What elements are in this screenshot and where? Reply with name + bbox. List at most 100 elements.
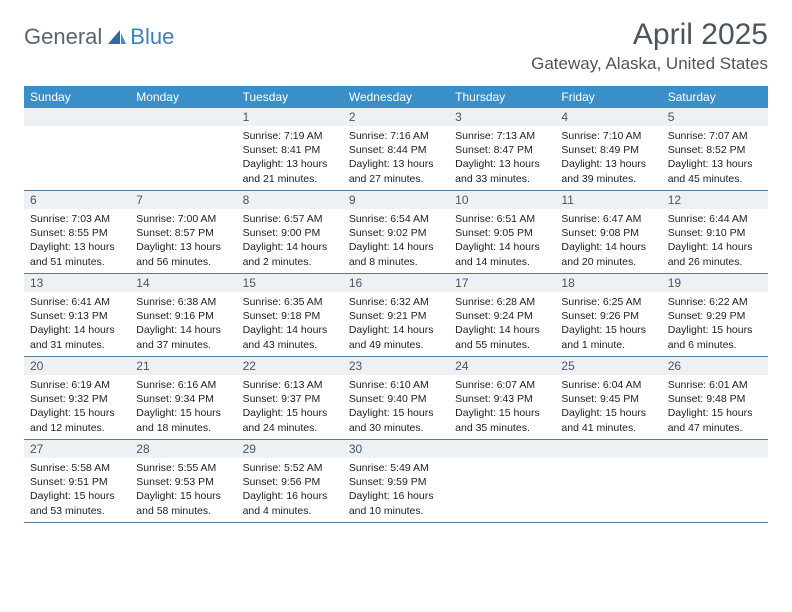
daylight-text: Daylight: 16 hours and 10 minutes. xyxy=(349,489,443,517)
month-title: April 2025 xyxy=(531,18,768,52)
day-body: Sunrise: 7:19 AMSunset: 8:41 PMDaylight:… xyxy=(237,126,343,190)
sunset-text: Sunset: 9:24 PM xyxy=(455,309,549,323)
sunset-text: Sunset: 8:52 PM xyxy=(668,143,762,157)
sunrise-text: Sunrise: 6:41 AM xyxy=(30,295,124,309)
sunset-text: Sunset: 9:29 PM xyxy=(668,309,762,323)
day-body: Sunrise: 6:57 AMSunset: 9:00 PMDaylight:… xyxy=(237,209,343,273)
day-body: Sunrise: 7:07 AMSunset: 8:52 PMDaylight:… xyxy=(662,126,768,190)
sunrise-text: Sunrise: 6:13 AM xyxy=(243,378,337,392)
sunrise-text: Sunrise: 6:22 AM xyxy=(668,295,762,309)
day-body: Sunrise: 7:00 AMSunset: 8:57 PMDaylight:… xyxy=(130,209,236,273)
logo-text-2: Blue xyxy=(130,24,174,50)
day-body: Sunrise: 6:13 AMSunset: 9:37 PMDaylight:… xyxy=(237,375,343,439)
day-header-row: SundayMondayTuesdayWednesdayThursdayFrid… xyxy=(24,86,768,108)
sunset-text: Sunset: 9:40 PM xyxy=(349,392,443,406)
daylight-text: Daylight: 16 hours and 4 minutes. xyxy=(243,489,337,517)
day-body: Sunrise: 5:58 AMSunset: 9:51 PMDaylight:… xyxy=(24,458,130,522)
sunrise-text: Sunrise: 6:07 AM xyxy=(455,378,549,392)
daylight-text: Daylight: 14 hours and 37 minutes. xyxy=(136,323,230,351)
daylight-text: Daylight: 13 hours and 27 minutes. xyxy=(349,157,443,185)
sunrise-text: Sunrise: 7:13 AM xyxy=(455,129,549,143)
day-cell-4: 4Sunrise: 7:10 AMSunset: 8:49 PMDaylight… xyxy=(555,108,661,190)
day-cell-13: 13Sunrise: 6:41 AMSunset: 9:13 PMDayligh… xyxy=(24,274,130,356)
day-number: 27 xyxy=(24,440,130,458)
sunset-text: Sunset: 9:02 PM xyxy=(349,226,443,240)
sunset-text: Sunset: 8:55 PM xyxy=(30,226,124,240)
day-cell-27: 27Sunrise: 5:58 AMSunset: 9:51 PMDayligh… xyxy=(24,440,130,522)
day-number: 11 xyxy=(555,191,661,209)
day-header-monday: Monday xyxy=(130,86,236,108)
day-cell-3: 3Sunrise: 7:13 AMSunset: 8:47 PMDaylight… xyxy=(449,108,555,190)
day-body: Sunrise: 6:35 AMSunset: 9:18 PMDaylight:… xyxy=(237,292,343,356)
day-cell-28: 28Sunrise: 5:55 AMSunset: 9:53 PMDayligh… xyxy=(130,440,236,522)
day-cell-1: 1Sunrise: 7:19 AMSunset: 8:41 PMDaylight… xyxy=(237,108,343,190)
sunrise-text: Sunrise: 6:28 AM xyxy=(455,295,549,309)
sunrise-text: Sunrise: 7:16 AM xyxy=(349,129,443,143)
daylight-text: Daylight: 14 hours and 20 minutes. xyxy=(561,240,655,268)
sunrise-text: Sunrise: 6:35 AM xyxy=(243,295,337,309)
sunset-text: Sunset: 9:56 PM xyxy=(243,475,337,489)
day-cell-17: 17Sunrise: 6:28 AMSunset: 9:24 PMDayligh… xyxy=(449,274,555,356)
day-number: 9 xyxy=(343,191,449,209)
day-number: 22 xyxy=(237,357,343,375)
day-cell-22: 22Sunrise: 6:13 AMSunset: 9:37 PMDayligh… xyxy=(237,357,343,439)
day-body: Sunrise: 5:49 AMSunset: 9:59 PMDaylight:… xyxy=(343,458,449,522)
sunrise-text: Sunrise: 6:16 AM xyxy=(136,378,230,392)
day-cell-empty xyxy=(130,108,236,190)
day-cell-23: 23Sunrise: 6:10 AMSunset: 9:40 PMDayligh… xyxy=(343,357,449,439)
day-body: Sunrise: 6:54 AMSunset: 9:02 PMDaylight:… xyxy=(343,209,449,273)
day-number: 20 xyxy=(24,357,130,375)
daylight-text: Daylight: 15 hours and 41 minutes. xyxy=(561,406,655,434)
day-number: 18 xyxy=(555,274,661,292)
day-cell-24: 24Sunrise: 6:07 AMSunset: 9:43 PMDayligh… xyxy=(449,357,555,439)
day-header-wednesday: Wednesday xyxy=(343,86,449,108)
day-header-tuesday: Tuesday xyxy=(237,86,343,108)
sunset-text: Sunset: 9:32 PM xyxy=(30,392,124,406)
day-body: Sunrise: 6:07 AMSunset: 9:43 PMDaylight:… xyxy=(449,375,555,439)
sunset-text: Sunset: 9:51 PM xyxy=(30,475,124,489)
day-cell-21: 21Sunrise: 6:16 AMSunset: 9:34 PMDayligh… xyxy=(130,357,236,439)
daylight-text: Daylight: 14 hours and 43 minutes. xyxy=(243,323,337,351)
sunset-text: Sunset: 9:26 PM xyxy=(561,309,655,323)
day-body: Sunrise: 6:10 AMSunset: 9:40 PMDaylight:… xyxy=(343,375,449,439)
day-number: 21 xyxy=(130,357,236,375)
sunset-text: Sunset: 8:49 PM xyxy=(561,143,655,157)
sunrise-text: Sunrise: 7:00 AM xyxy=(136,212,230,226)
daylight-text: Daylight: 14 hours and 2 minutes. xyxy=(243,240,337,268)
week-row: 20Sunrise: 6:19 AMSunset: 9:32 PMDayligh… xyxy=(24,357,768,440)
day-number: 13 xyxy=(24,274,130,292)
location: Gateway, Alaska, United States xyxy=(531,54,768,74)
sunset-text: Sunset: 9:45 PM xyxy=(561,392,655,406)
sunset-text: Sunset: 9:08 PM xyxy=(561,226,655,240)
week-row: 13Sunrise: 6:41 AMSunset: 9:13 PMDayligh… xyxy=(24,274,768,357)
daylight-text: Daylight: 14 hours and 26 minutes. xyxy=(668,240,762,268)
sunrise-text: Sunrise: 6:32 AM xyxy=(349,295,443,309)
week-row: 6Sunrise: 7:03 AMSunset: 8:55 PMDaylight… xyxy=(24,191,768,274)
day-body: Sunrise: 6:38 AMSunset: 9:16 PMDaylight:… xyxy=(130,292,236,356)
sunrise-text: Sunrise: 6:04 AM xyxy=(561,378,655,392)
day-body: Sunrise: 6:41 AMSunset: 9:13 PMDaylight:… xyxy=(24,292,130,356)
sunrise-text: Sunrise: 6:44 AM xyxy=(668,212,762,226)
day-number: 8 xyxy=(237,191,343,209)
day-body: Sunrise: 6:22 AMSunset: 9:29 PMDaylight:… xyxy=(662,292,768,356)
day-number xyxy=(555,440,661,458)
sunset-text: Sunset: 9:13 PM xyxy=(30,309,124,323)
day-body: Sunrise: 6:19 AMSunset: 9:32 PMDaylight:… xyxy=(24,375,130,439)
sunrise-text: Sunrise: 6:38 AM xyxy=(136,295,230,309)
daylight-text: Daylight: 13 hours and 33 minutes. xyxy=(455,157,549,185)
day-number: 17 xyxy=(449,274,555,292)
day-number: 29 xyxy=(237,440,343,458)
daylight-text: Daylight: 13 hours and 21 minutes. xyxy=(243,157,337,185)
day-number: 5 xyxy=(662,108,768,126)
day-number xyxy=(662,440,768,458)
day-cell-9: 9Sunrise: 6:54 AMSunset: 9:02 PMDaylight… xyxy=(343,191,449,273)
day-number: 3 xyxy=(449,108,555,126)
day-number: 19 xyxy=(662,274,768,292)
sunset-text: Sunset: 9:05 PM xyxy=(455,226,549,240)
sunrise-text: Sunrise: 6:47 AM xyxy=(561,212,655,226)
day-cell-6: 6Sunrise: 7:03 AMSunset: 8:55 PMDaylight… xyxy=(24,191,130,273)
day-body: Sunrise: 6:47 AMSunset: 9:08 PMDaylight:… xyxy=(555,209,661,273)
day-body: Sunrise: 7:13 AMSunset: 8:47 PMDaylight:… xyxy=(449,126,555,190)
day-body: Sunrise: 5:52 AMSunset: 9:56 PMDaylight:… xyxy=(237,458,343,522)
day-cell-11: 11Sunrise: 6:47 AMSunset: 9:08 PMDayligh… xyxy=(555,191,661,273)
